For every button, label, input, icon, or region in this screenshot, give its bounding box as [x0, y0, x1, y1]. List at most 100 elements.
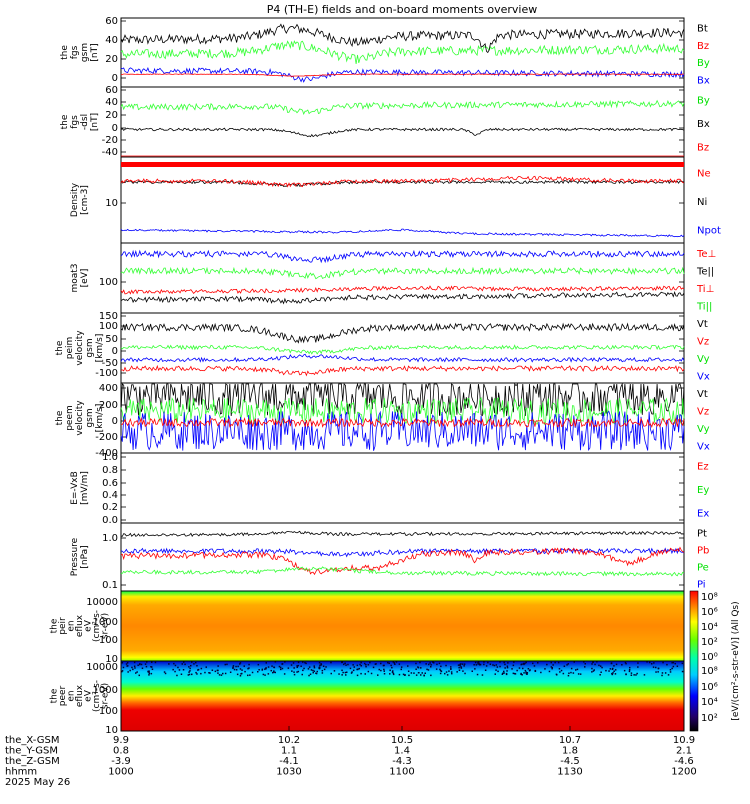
y-tick-label: 10 [105, 654, 118, 665]
legend-entry: Ey [697, 485, 709, 496]
series-Ne [120, 175, 685, 188]
y-tick-label: 0.4 [102, 490, 118, 501]
series-Te-perp [120, 249, 685, 264]
y-tick-label: 50 [105, 334, 118, 345]
y-axis-label: (cm²-s- [92, 610, 102, 642]
x-tick-label: 10.7 [559, 735, 581, 746]
y-tick-label: 0 [112, 73, 118, 84]
y-axis-label: peem [65, 405, 75, 431]
series-Bz [120, 73, 685, 77]
date-label: 2025 May 26 [5, 777, 70, 788]
y-tick-label: 0 [112, 123, 118, 134]
y-tick-label: 200 [99, 400, 118, 411]
y-axis-label: [nPa] [80, 545, 90, 568]
legend-entry: Vt [697, 319, 708, 330]
legend-entry: Ex [697, 508, 709, 519]
series-By [120, 99, 685, 116]
legend-entry: Vy [697, 424, 710, 435]
x-tick-label: -4.1 [279, 756, 299, 767]
y-axis-label: (cm²-s- [92, 680, 102, 712]
legend-entry: Bt [697, 24, 708, 35]
series-Vx [120, 353, 685, 363]
y-tick-label: 400 [99, 383, 118, 394]
panel-p8: 1.0 0.1 Pressure [nPa] Pt Pb Pe Pi [70, 522, 709, 592]
y-axis-label: the [50, 618, 60, 633]
legend-entry: Pt [697, 529, 707, 540]
y-axis-label: sr-eV) [101, 613, 111, 639]
series-Bt [120, 23, 685, 54]
legend-entry: Te⊥ [696, 249, 716, 260]
y-tick-label: 100 [99, 706, 118, 717]
legend-entry: Pb [697, 546, 709, 557]
x-tick-label: 1200 [671, 767, 696, 778]
colorbar-tick-label: 10⁴ [701, 622, 718, 633]
legend-entry: Ti⊥ [696, 284, 714, 295]
y-axis-label: en [67, 620, 77, 631]
x-tick-label: 1030 [276, 767, 301, 778]
panel-frame [120, 660, 685, 732]
legend-entry: By [697, 58, 710, 69]
x-tick-label: -3.9 [111, 756, 131, 767]
legend-entry: Pe [697, 563, 709, 574]
y-tick-label: 60 [105, 16, 118, 27]
panel-p3: 10 Density [cm-3] Ne Ni Npot [70, 156, 721, 244]
series-Te-par [120, 291, 685, 305]
y-tick-label: 10000 [86, 597, 118, 608]
legend-entry: By [697, 96, 710, 107]
y-tick-label: -200 [95, 432, 118, 443]
y-axis-label: [cm-3] [80, 185, 90, 215]
y-axis-label: the [50, 688, 60, 703]
y-axis-label: Pressure [70, 537, 80, 576]
legend-entry: Vz [697, 336, 709, 347]
series-Vy [120, 397, 685, 426]
panel-p1: 60 40 20 0 the fgs gsm [nT] Bt Bz By Bx [60, 16, 710, 88]
y-tick-label: 20 [105, 54, 118, 65]
y-axis-label: [mV/m] [80, 471, 90, 505]
y-axis-label: [nT] [90, 43, 100, 61]
series-By [120, 40, 685, 65]
series-Bx [120, 127, 685, 138]
legend-entry: Ne [697, 168, 711, 179]
legend-entry: Vx [697, 441, 710, 452]
legend-entry: Vz [697, 406, 709, 417]
x-row-label: the_X-GSM [5, 735, 59, 746]
y-axis-label: E=-VxB [70, 471, 80, 505]
x-tick-label: 1.8 [562, 746, 578, 757]
legend-entry: Vy [697, 354, 710, 365]
y-axis-label: peim [65, 337, 75, 360]
colorbar-label: [eV/(cm²-s-str-eV)] (All Qs) [731, 601, 741, 720]
series-Vt [120, 322, 685, 344]
y-tick-label: 0 [112, 416, 118, 427]
colorbar-tick-label: 10⁸ [701, 666, 718, 677]
x-tick-label: 9.9 [113, 735, 129, 746]
series-Pb [120, 546, 685, 576]
legend-entry: Ti|| [696, 301, 712, 312]
series-Vx [120, 410, 685, 451]
colorbar-tick-label: 10⁴ [701, 697, 718, 708]
series-Vz [120, 364, 685, 377]
y-axis-label: eV [84, 689, 94, 702]
panel-frame [120, 452, 685, 524]
y-tick-label: 1.0 [102, 533, 118, 544]
y-axis-label: gsm [85, 338, 95, 357]
spectrogram-speckle [121, 661, 684, 677]
series-Bx [120, 67, 685, 83]
x-tick-label: 1100 [389, 767, 414, 778]
x-tick-label: 1.4 [394, 746, 410, 757]
y-axis-label: [eV] [80, 269, 90, 288]
x-tick-label: 0.8 [113, 746, 129, 757]
legend-entry: Npot [697, 226, 721, 237]
x-row-label: the_Z-GSM [5, 756, 60, 767]
series-Ti-par [120, 285, 685, 295]
y-axis-label: gsm [80, 43, 90, 62]
y-tick-label: 20 [105, 110, 118, 121]
panel-p7: 1.0 0.8 0.60.40.2 0.0 E=-VxB [mV/m] Ez Ey Ex [70, 452, 709, 526]
series-Npot [120, 228, 685, 238]
y-axis-label: eflux [75, 614, 85, 637]
y-axis-label: eV [84, 619, 94, 632]
y-tick-label: -50 [102, 358, 118, 369]
x-tick-label: 10.2 [278, 735, 300, 746]
